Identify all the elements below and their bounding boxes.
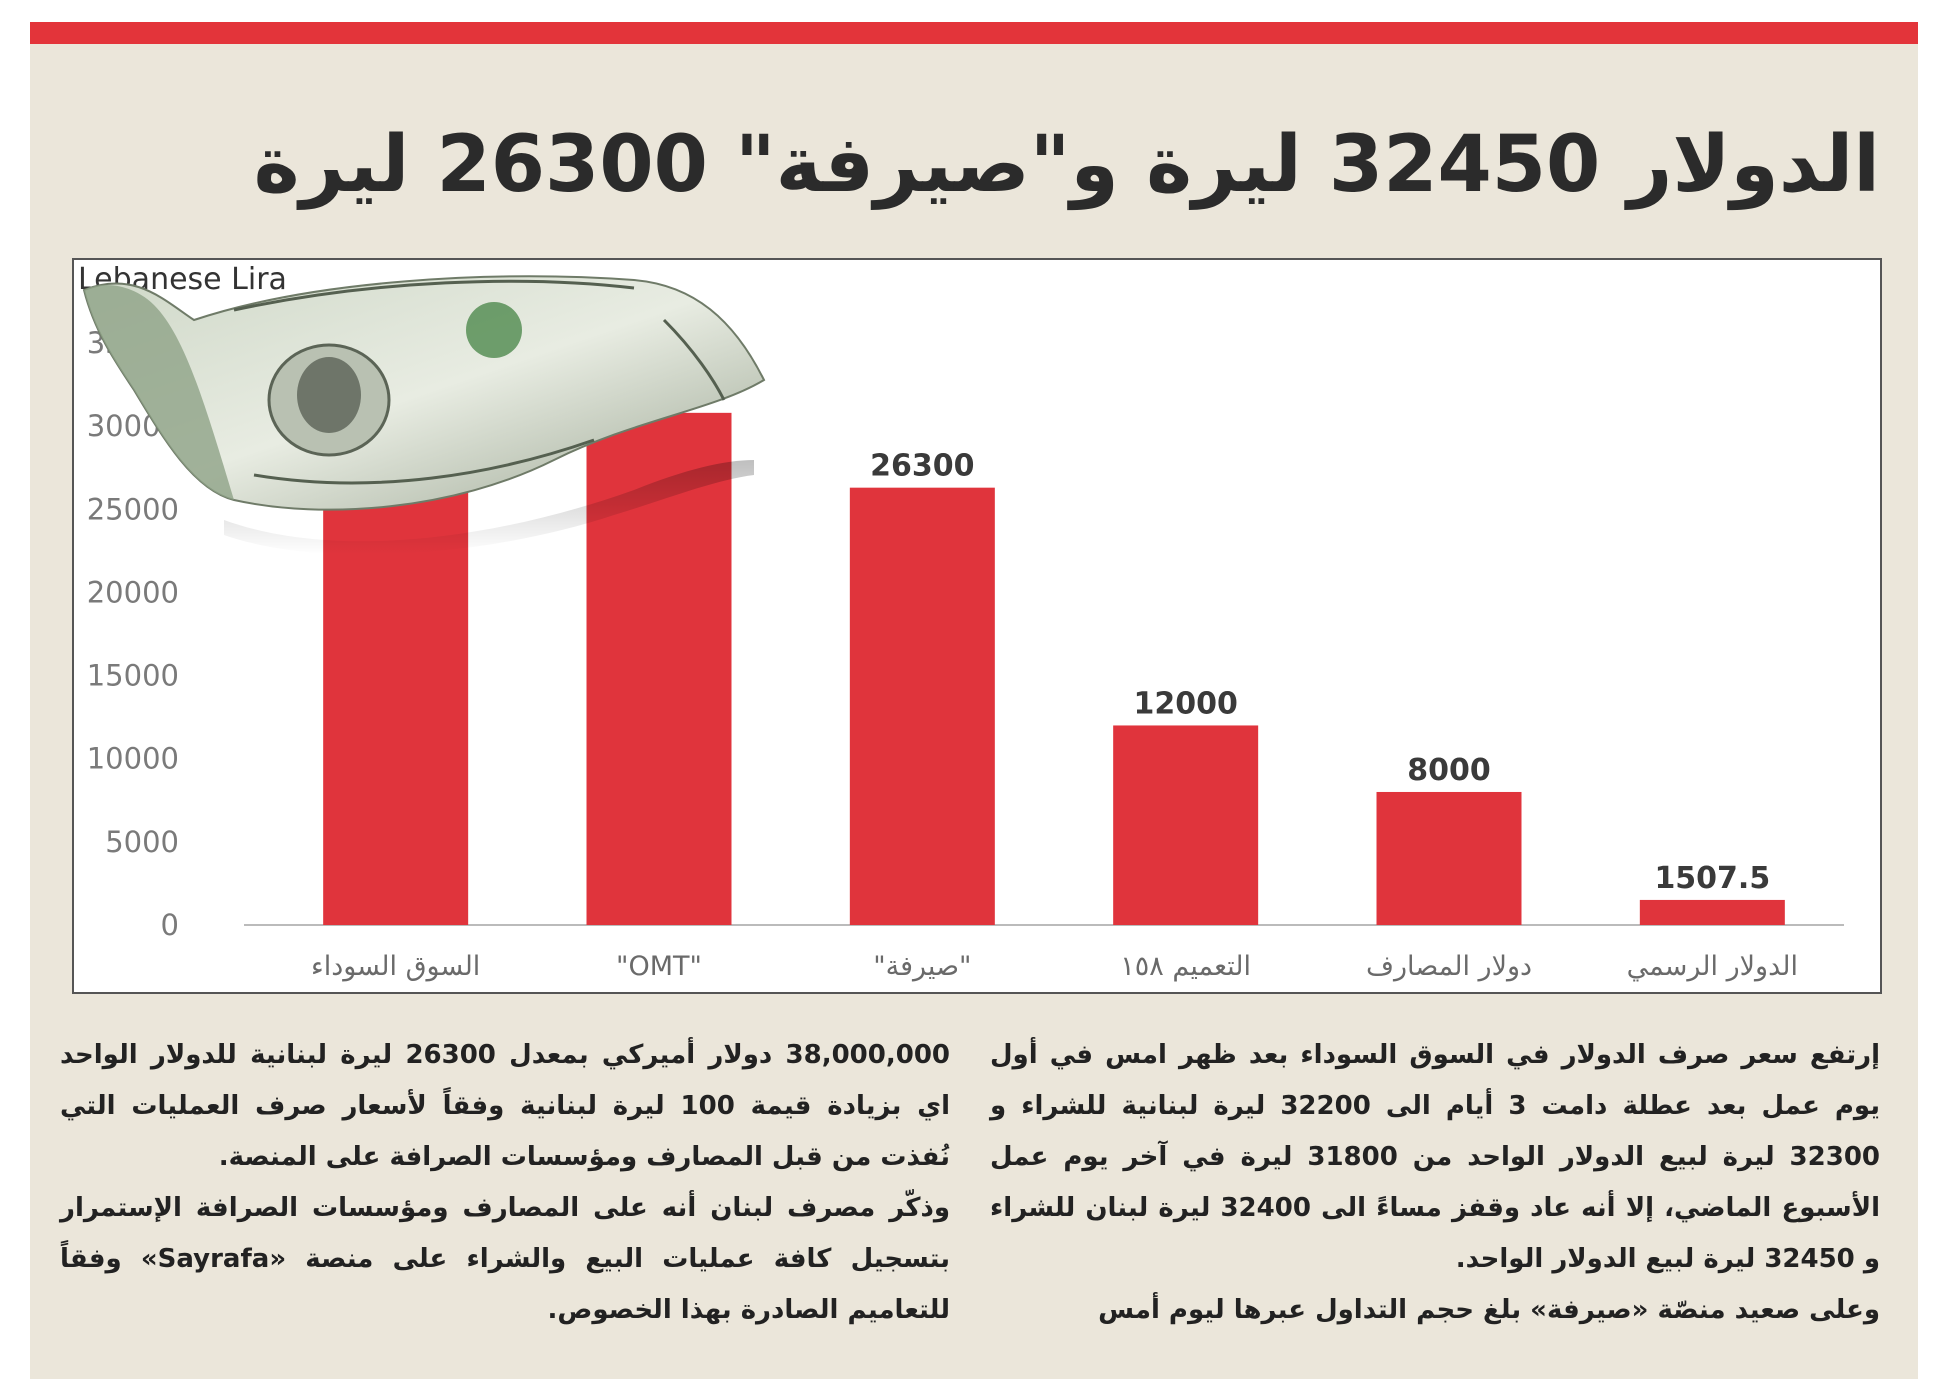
bar-value-label: 1507.5 [1654, 861, 1770, 896]
article-column-right: إرتفع سعر صرف الدولار في السوق السوداء ب… [990, 1030, 1880, 1336]
bar-value-label: 8000 [1407, 753, 1491, 788]
bar [1639, 899, 1785, 925]
x-category-label: "صيرفة" [873, 951, 971, 982]
y-tick-label: 5000 [105, 825, 179, 859]
bar-value-label: 12000 [1133, 686, 1237, 721]
article-paragraph: وذكّر مصرف لبنان أنه على المصارف ومؤسسات… [60, 1193, 950, 1325]
bar [1113, 725, 1259, 925]
y-tick-label: 10000 [87, 742, 179, 776]
x-category-label: السوق السوداء [311, 951, 480, 982]
article-body: إرتفع سعر صرف الدولار في السوق السوداء ب… [60, 1030, 1900, 1360]
y-tick-label: 25000 [87, 492, 179, 526]
bar-value-label: 26300 [870, 449, 974, 484]
bar [849, 487, 995, 925]
bar-chart: 0500010000150002000025000300003500032450… [72, 258, 1882, 994]
headline: الدولار 32450 ليرة و"صيرفة" 26300 ليرة [253, 120, 1880, 210]
x-category-label: التعميم ١٥٨ [1120, 951, 1251, 982]
y-tick-label: 15000 [87, 659, 179, 693]
article-paragraph: إرتفع سعر صرف الدولار في السوق السوداء ب… [990, 1040, 1881, 1274]
y-tick-label: 20000 [87, 575, 179, 609]
top-accent-bar [30, 22, 1918, 44]
x-category-label: الدولار الرسمي [1627, 951, 1798, 982]
y-tick-label: 0 [161, 908, 179, 942]
dollar-bill-image [82, 275, 766, 555]
x-category-label: دولار المصارف [1366, 951, 1532, 982]
bar [1376, 791, 1522, 925]
article-paragraph: 38,000,000 دولار أميركي بمعدل 26300 ليرة… [60, 1040, 950, 1172]
article-paragraph: وعلى صعيد منصّة «صيرفة» بلغ حجم التداول … [1098, 1295, 1880, 1325]
x-category-label: "OMT" [616, 951, 702, 982]
article-column-left: 38,000,000 دولار أميركي بمعدل 26300 ليرة… [60, 1030, 950, 1336]
